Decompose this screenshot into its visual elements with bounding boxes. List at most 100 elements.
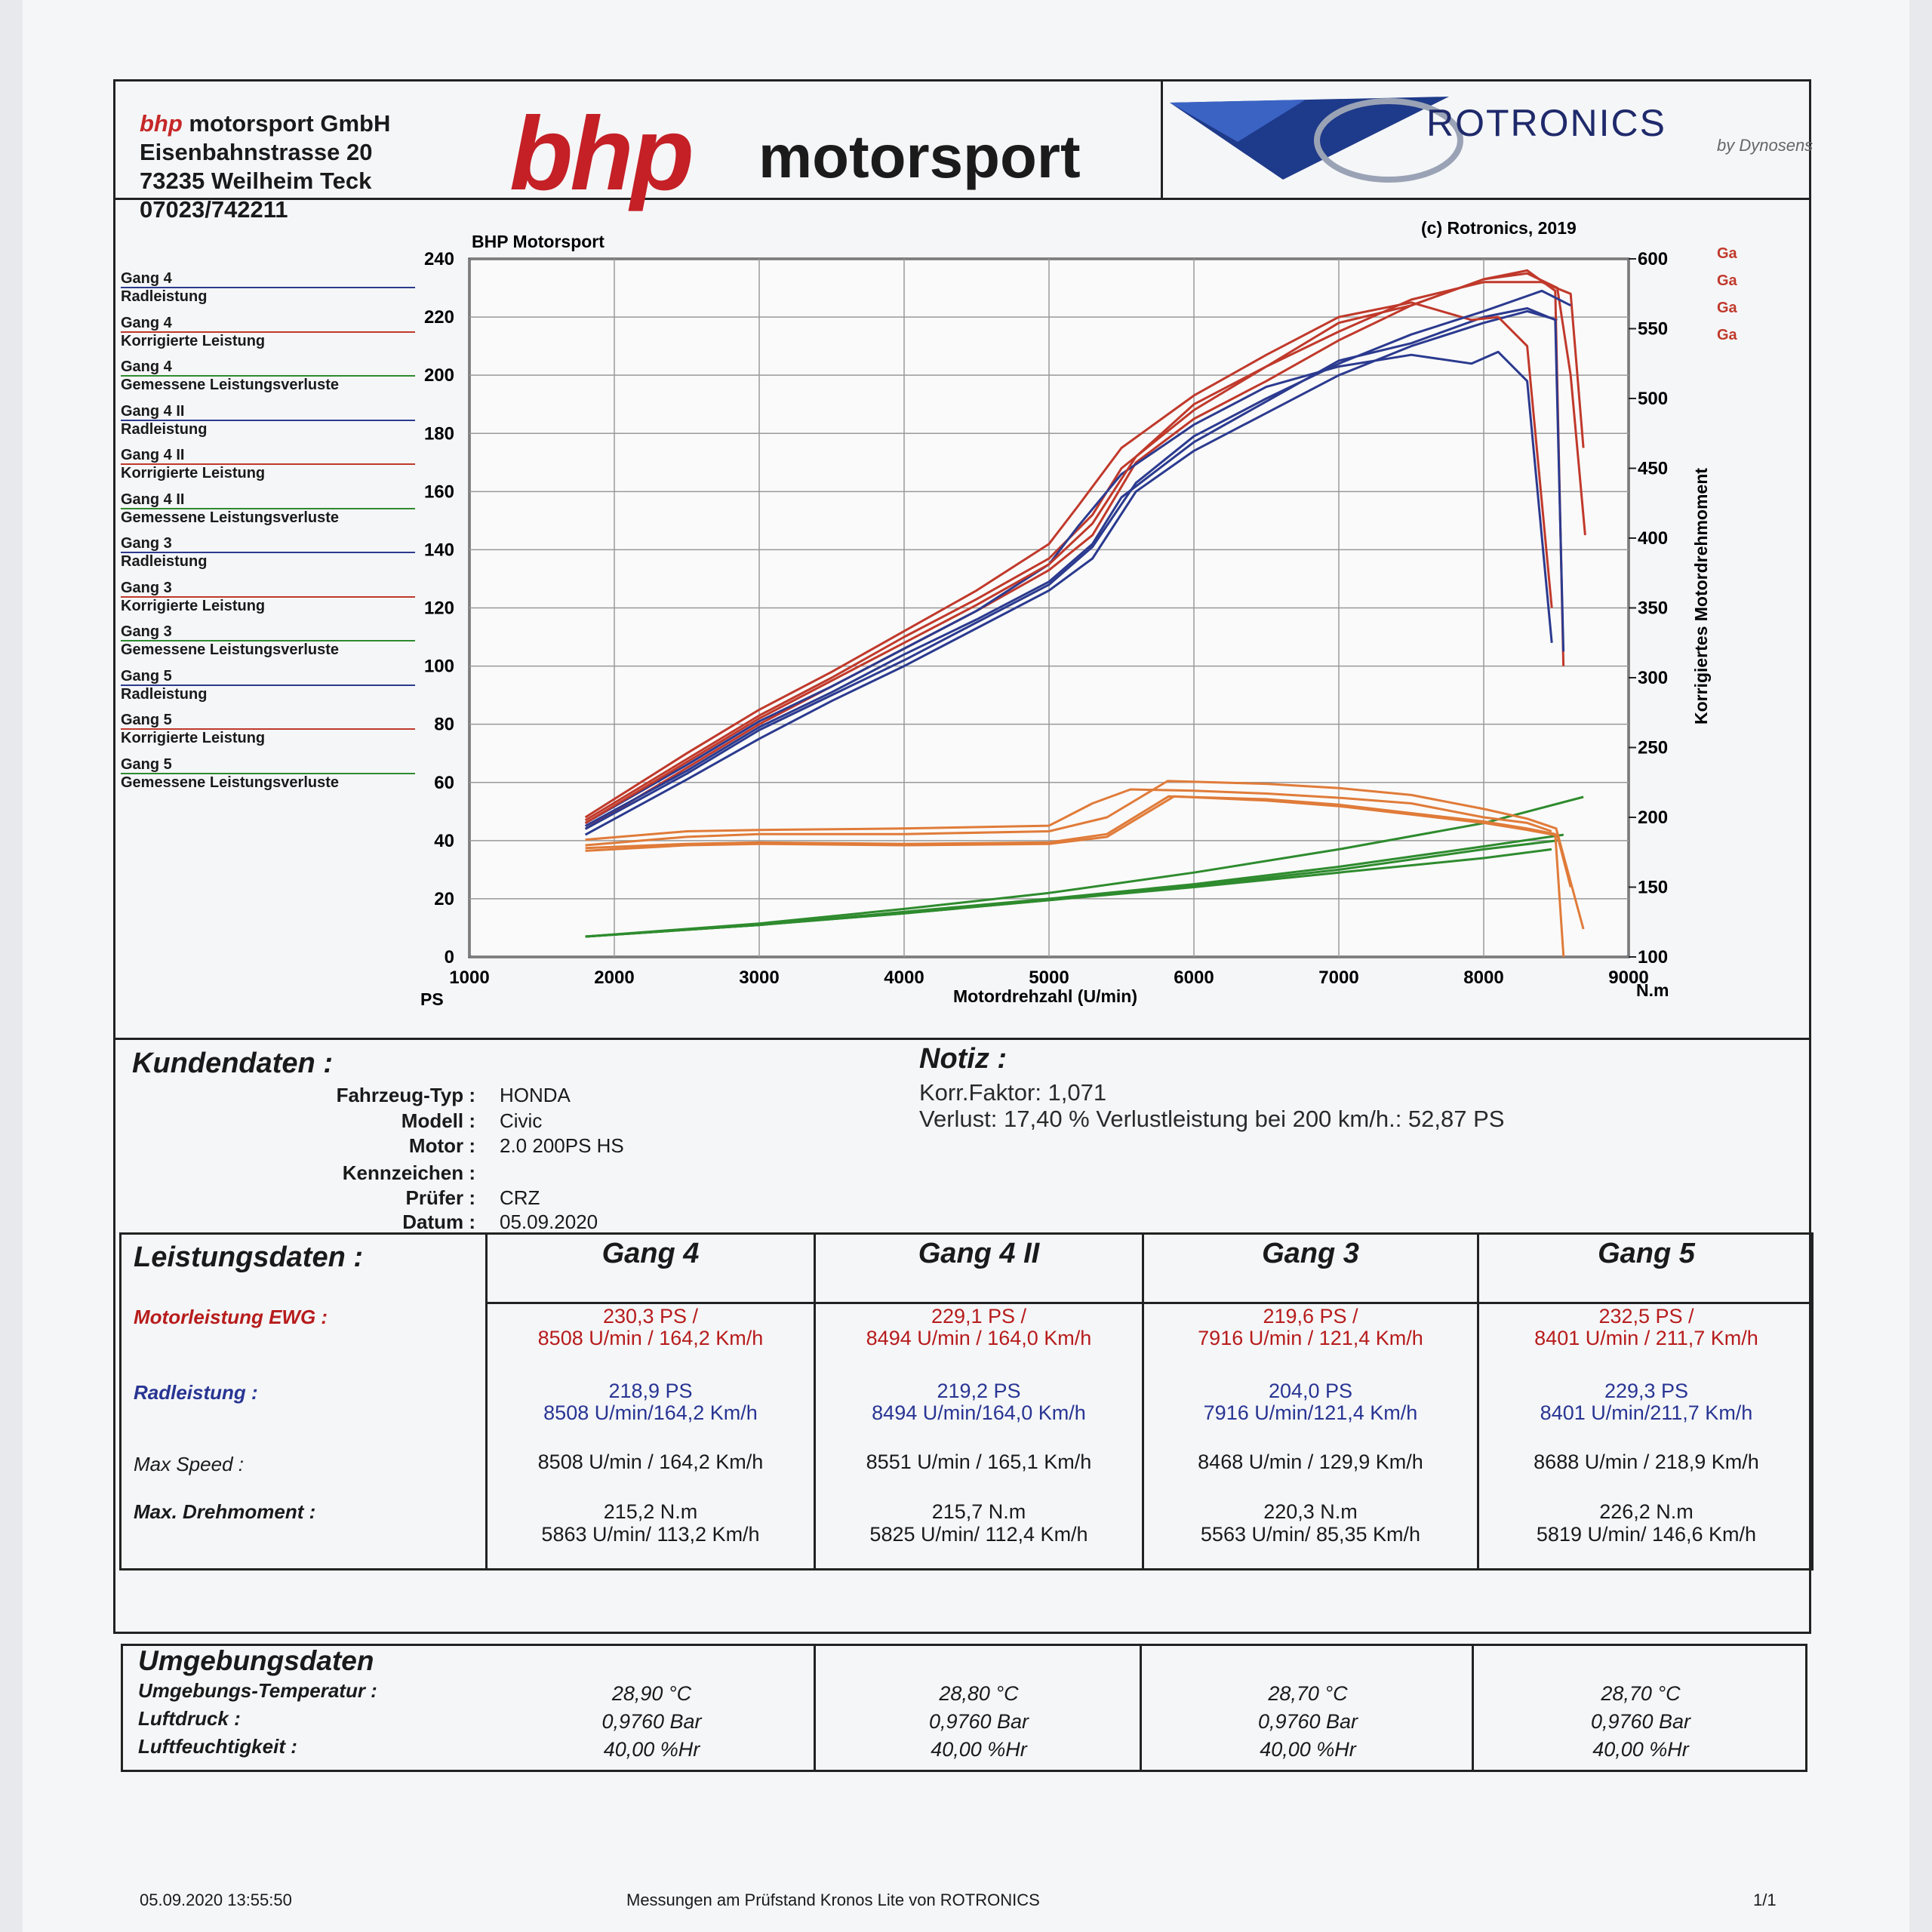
env-value: 0,9760 Bar (1257, 1710, 1358, 1733)
legend-item: Gang 4 Radleistung (121, 270, 415, 305)
series-line-verlust (585, 848, 1552, 938)
legend-gear: Gang 5 (121, 712, 172, 728)
right-legend-item: Ga (1717, 300, 1737, 316)
legend-item: Gang 4 Gemessene Leistungsverluste (121, 358, 415, 393)
company-address: bhp motorsport GmbH Eisenbahnstrasse 20 … (140, 109, 390, 224)
env-value: 40,00 %Hr (931, 1738, 1027, 1761)
perf-cell: 8688 U/min / 218,9 Km/h (1534, 1451, 1759, 1473)
y-axis-label-right: Korrigiertes Motordrehmoment (1691, 468, 1711, 724)
y-tick-label: 20 (434, 889, 454, 909)
kunde-label: Fahrzeug-Typ : (336, 1084, 475, 1106)
env-value: 40,00 %Hr (1260, 1738, 1356, 1761)
y-tick-label: 120 (424, 598, 454, 619)
env-value: 0,9760 Bar (928, 1710, 1029, 1733)
row-label-rad: Radleistung : (134, 1381, 258, 1404)
notiz-title: Notiz : (919, 1043, 1008, 1075)
table-col-divider (485, 1232, 488, 1571)
y-tick-label: 180 (424, 423, 454, 444)
legend-gear: Gang 4 II (121, 447, 185, 463)
y-tick-label: 140 (424, 540, 454, 560)
x-tick-label: 4000 (884, 968, 924, 988)
legend-swatch (121, 684, 415, 686)
kunde-value: Civic (500, 1109, 543, 1132)
perf-cell: 204,0 PS (1268, 1380, 1353, 1402)
series-line-korr (584, 281, 1585, 824)
legend-kind: Radleistung (121, 420, 208, 438)
y-tick-label: 100 (424, 657, 454, 677)
chart-copyright: (c) Rotronics, 2019 (1421, 218, 1577, 238)
series-line-rad (584, 309, 1558, 836)
right-legend-item: Ga (1717, 327, 1737, 343)
legend-item: Gang 4 II Radleistung (121, 403, 415, 438)
y-tick-label: 200 (424, 365, 454, 386)
perf-cell: 8468 U/min / 129,9 Km/h (1198, 1451, 1423, 1473)
chart-ticks: 1000 2000 3000 4000 5000 6000 7000 8000 9000 0 20 4… (424, 249, 1668, 988)
x-tick-label: 7000 (1318, 968, 1358, 988)
series-line-torque (585, 788, 1552, 841)
legend-swatch (121, 772, 415, 774)
legend-kind: Korrigierte Leistung (121, 465, 266, 481)
legend-kind: Radleistung (121, 685, 208, 703)
legend-swatch (121, 640, 415, 641)
env-col-divider (1472, 1644, 1474, 1772)
row-label-ewg: Motorleistung EWG : (134, 1306, 328, 1328)
leistungsdaten-table (119, 1232, 1814, 1571)
gear-header: Gang 3 (1262, 1238, 1359, 1269)
legend-kind: Radleistung (121, 553, 208, 570)
umgebungsdaten-title: Umgebungsdaten (138, 1645, 374, 1676)
right-legend-item: Ga (1717, 245, 1737, 262)
bhp-logo: bhp (509, 96, 694, 212)
y-tick-label: 40 (434, 831, 454, 851)
y-tick-label: 80 (434, 715, 454, 735)
legend-gear: Gang 3 (121, 579, 172, 596)
legend-gear: Gang 5 (121, 667, 172, 685)
perf-cell: 8401 U/min / 211,7 Km/h (1534, 1327, 1758, 1349)
company-city: 73235 Weilheim Teck (140, 168, 372, 194)
kunde-label: Kennzeichen : (342, 1161, 475, 1184)
chart-grid (468, 257, 1630, 958)
legend-kind: Korrigierte Leistung (121, 597, 266, 614)
series-line-torque (585, 795, 1565, 958)
kunde-label: Motor : (408, 1134, 475, 1157)
perf-cell: 220,3 N.m (1263, 1500, 1358, 1523)
header-divider (113, 198, 1811, 200)
y2-tick-label: 300 (1638, 668, 1668, 688)
row-label-drehmoment: Max. Drehmoment : (134, 1500, 316, 1523)
env-value: 40,00 %Hr (1592, 1738, 1689, 1761)
env-value: 40,00 %Hr (603, 1738, 700, 1761)
table-col-divider (814, 1232, 816, 1571)
legend-kind: Korrigierte Leistung (121, 730, 266, 746)
series-line-verlust (585, 795, 1584, 938)
legend-gear: Gang 4 (121, 358, 172, 375)
gear-header: Gang 4 II (918, 1238, 1040, 1269)
legend-swatch (121, 331, 415, 333)
company-street: Eisenbahnstrasse 20 (140, 139, 373, 165)
header-logo-divider (1161, 79, 1163, 200)
legend-item: Gang 3 Gemessene Leistungsverluste (121, 623, 415, 658)
y2-tick-label: 100 (1638, 947, 1668, 968)
series-line-rad (584, 350, 1553, 825)
env-label: Umgebungs-Temperatur : (138, 1679, 377, 1702)
y2-tick-label: 450 (1638, 459, 1668, 479)
x-tick-label: 5000 (1029, 968, 1069, 988)
table-col-divider (1477, 1232, 1479, 1571)
perf-cell: 8494 U/min / 164,0 Km/h (866, 1327, 1092, 1349)
env-value: 0,9760 Bar (601, 1710, 702, 1733)
perf-cell: 230,3 PS / (602, 1305, 699, 1327)
y-axis-unit-left: PS (420, 989, 444, 1009)
legend-kind: Gemessene Leistungsverluste (121, 509, 340, 526)
y2-tick-label: 600 (1638, 249, 1668, 269)
series-line-korr (584, 301, 1553, 819)
y2-tick-label: 200 (1638, 808, 1668, 828)
perf-cell: 5819 U/min/ 146,6 Km/h (1536, 1523, 1757, 1546)
series-line-korr (584, 269, 1565, 822)
row-label-speed: Max Speed : (134, 1453, 244, 1475)
y2-tick-label: 400 (1638, 528, 1668, 549)
legend-kind: Gemessene Leistungsverluste (121, 641, 340, 658)
perf-cell: 8508 U/min / 164,2 Km/h (537, 1327, 764, 1349)
perf-cell: 218,9 PS (608, 1380, 693, 1402)
perf-cell: 232,5 PS / (1598, 1305, 1694, 1327)
perf-cell: 5825 U/min/ 112,4 Km/h (869, 1523, 1088, 1546)
y2-tick-label: 550 (1638, 319, 1668, 340)
y2-tick-label: 250 (1638, 738, 1668, 758)
